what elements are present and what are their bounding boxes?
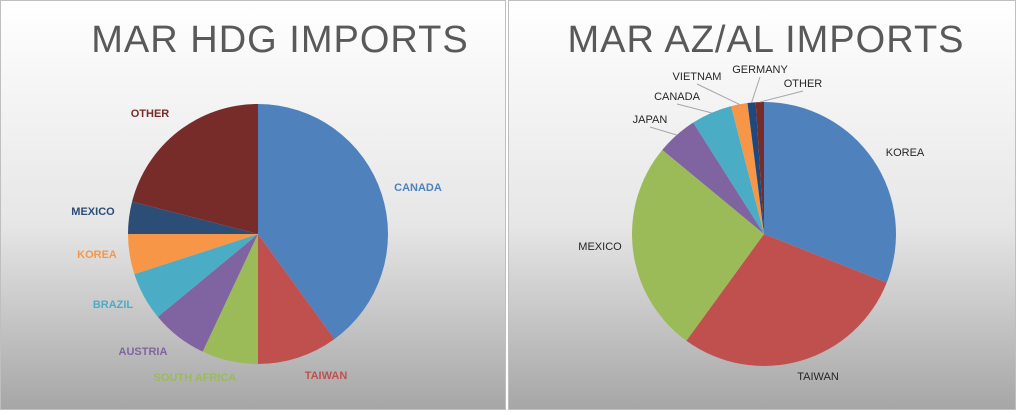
pie-slice	[755, 102, 764, 234]
slice-label: KOREA	[886, 147, 925, 159]
pie-slice	[258, 104, 388, 340]
chart-title: MAR AZ/AL IMPORTS	[567, 19, 964, 61]
slice-label: VIETNAM	[673, 71, 722, 83]
leader-line	[676, 103, 712, 114]
pie-slice	[631, 149, 764, 341]
slice-label: OTHER	[784, 78, 823, 90]
slice-label: AUSTRIA	[119, 346, 168, 358]
pie-slice	[662, 122, 764, 234]
pie-slice	[157, 234, 258, 352]
slice-label: OTHER	[131, 108, 170, 120]
leader-line	[751, 76, 761, 103]
chart-title: MAR HDG IMPORTS	[91, 19, 468, 61]
pie-slice	[686, 234, 887, 366]
pie-slice	[747, 102, 764, 235]
leader-line	[649, 126, 677, 136]
pie-slice	[128, 234, 258, 275]
slice-label: MEXICO	[71, 206, 115, 218]
slice-label: SOUTH AFRICA	[154, 372, 237, 384]
slice-label: CANADA	[394, 182, 442, 194]
slice-label: GERMANY	[732, 64, 788, 76]
slice-label: JAPAN	[633, 114, 668, 126]
slice-label: MEXICO	[578, 241, 622, 253]
slice-label: TAIWAN	[305, 370, 348, 382]
slice-label: BRAZIL	[93, 299, 134, 311]
pie-slice	[731, 103, 764, 234]
pie-slice	[258, 234, 335, 364]
slice-label: CANADA	[654, 91, 701, 103]
pie-slice	[132, 104, 258, 234]
pie-slice	[128, 201, 258, 234]
leader-line	[696, 83, 740, 105]
slice-label: KOREA	[77, 249, 117, 261]
slice-label: TAIWAN	[797, 371, 839, 383]
pie-slice	[693, 106, 764, 234]
pie-slice	[202, 234, 258, 364]
leader-line	[759, 90, 804, 103]
pie-slice	[764, 102, 897, 283]
pie-slice	[134, 234, 258, 317]
